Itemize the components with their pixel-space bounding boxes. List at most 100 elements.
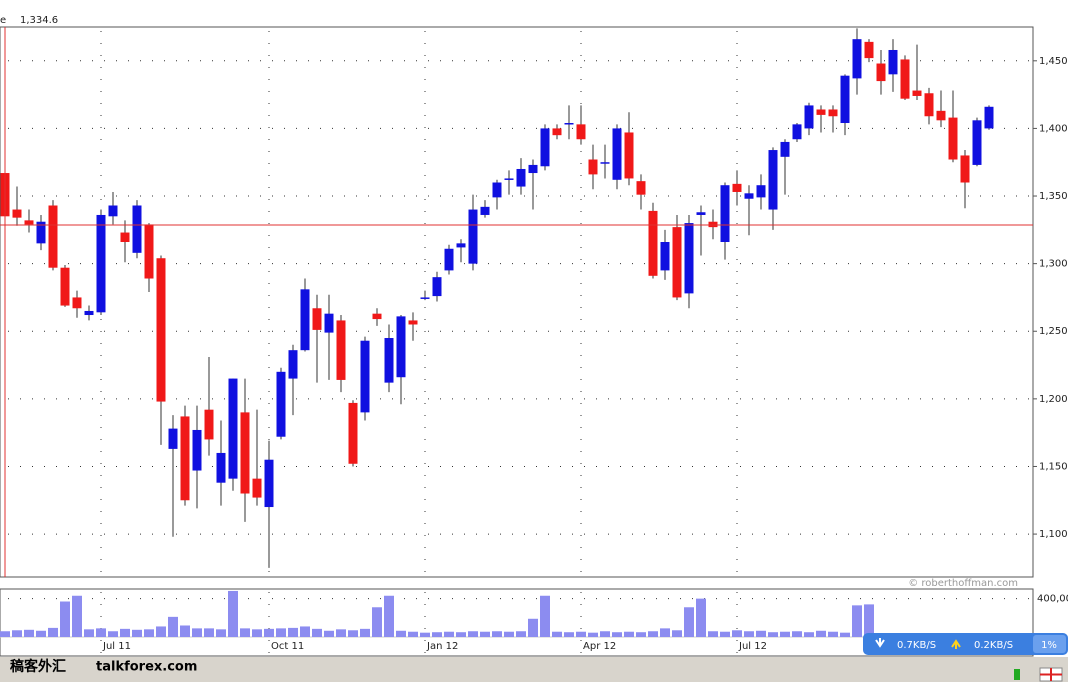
volume-bar bbox=[264, 628, 274, 637]
volume-bar bbox=[420, 632, 430, 637]
candle-body bbox=[480, 206, 490, 215]
candle-body bbox=[816, 109, 826, 115]
volume-bar bbox=[792, 631, 802, 637]
candle-body bbox=[192, 429, 202, 471]
cpu-rate: 1% bbox=[1041, 640, 1057, 651]
candle-body bbox=[960, 155, 970, 183]
candle-body bbox=[540, 128, 550, 167]
candle-body bbox=[792, 124, 802, 140]
volume-bar bbox=[372, 607, 382, 637]
candle-body bbox=[840, 75, 850, 124]
up-icon bbox=[951, 639, 961, 649]
candle-body bbox=[744, 193, 754, 199]
volume-bar bbox=[84, 629, 94, 637]
down-icon bbox=[875, 638, 885, 648]
volume-bar bbox=[216, 629, 226, 637]
candle-body bbox=[372, 313, 382, 320]
candle-body bbox=[972, 120, 982, 165]
candle-body bbox=[624, 132, 634, 179]
volume-bar bbox=[696, 598, 706, 637]
candle-body bbox=[84, 310, 94, 316]
candle-body bbox=[756, 185, 766, 198]
volume-bar bbox=[192, 628, 202, 637]
volume-bar bbox=[36, 630, 46, 637]
volume-bar bbox=[540, 595, 550, 637]
candle-body bbox=[576, 124, 586, 140]
volume-bar bbox=[684, 607, 694, 637]
candle-body bbox=[168, 428, 178, 449]
volume-bar bbox=[336, 629, 346, 637]
volume-bar bbox=[732, 630, 742, 637]
volume-bar bbox=[300, 626, 310, 637]
candle-body bbox=[912, 90, 922, 96]
volume-bar bbox=[828, 631, 838, 637]
candle-body bbox=[900, 59, 910, 99]
y-tick-label: 1,150 bbox=[1039, 461, 1068, 472]
y-tick-label: 1,400 bbox=[1039, 123, 1068, 134]
volume-bar bbox=[588, 632, 598, 637]
volume-bar bbox=[816, 630, 826, 637]
candle-body bbox=[552, 128, 562, 136]
candle-body bbox=[984, 106, 994, 129]
volume-bar bbox=[624, 631, 634, 637]
volume-bar bbox=[564, 632, 574, 637]
volume-bar bbox=[840, 632, 850, 637]
volume-bar bbox=[96, 628, 106, 637]
volume-bar bbox=[156, 626, 166, 637]
volume-bar bbox=[660, 628, 670, 637]
tray-icon bbox=[1014, 669, 1020, 680]
candle-body bbox=[516, 168, 526, 187]
volume-bar bbox=[48, 627, 58, 637]
candle-body bbox=[420, 297, 430, 299]
candle-body bbox=[492, 182, 502, 198]
volume-bar bbox=[120, 628, 130, 637]
y-tick-label: 1,450 bbox=[1039, 56, 1068, 67]
candle-body bbox=[96, 214, 106, 313]
candle-body bbox=[708, 221, 718, 228]
x-tick-label: Oct 11 bbox=[271, 641, 304, 652]
volume-bar bbox=[60, 601, 70, 637]
volume-bar bbox=[144, 629, 154, 637]
volume-bar bbox=[636, 632, 646, 637]
candle-body bbox=[348, 402, 358, 464]
volume-bar bbox=[168, 616, 178, 637]
y-tick-label: 1,200 bbox=[1039, 394, 1068, 405]
candle-body bbox=[864, 41, 874, 59]
volume-bar bbox=[528, 618, 538, 637]
logo-site: talkforex.com bbox=[96, 660, 197, 675]
volume-bar bbox=[432, 632, 442, 637]
volume-bar bbox=[600, 631, 610, 637]
candle-body bbox=[684, 223, 694, 294]
flag-cross bbox=[1040, 668, 1062, 681]
candle-body bbox=[876, 63, 886, 82]
candle-body bbox=[216, 452, 226, 483]
candle-body bbox=[936, 110, 946, 121]
candle-body bbox=[144, 224, 154, 279]
volume-bar bbox=[0, 631, 10, 637]
x-tick-label: Apr 12 bbox=[583, 641, 616, 652]
candle-body bbox=[156, 258, 166, 402]
candle-body bbox=[384, 338, 394, 383]
volume-bar bbox=[708, 631, 718, 637]
volume-tick-label: 400,00 bbox=[1037, 594, 1068, 605]
y-tick-label: 1,250 bbox=[1039, 326, 1068, 337]
candle-body bbox=[564, 123, 574, 125]
candle-body bbox=[48, 205, 58, 268]
candle-body bbox=[324, 313, 334, 333]
x-tick-label: Jul 12 bbox=[738, 641, 767, 652]
y-tick-label: 1,100 bbox=[1039, 529, 1068, 540]
volume-bar bbox=[288, 627, 298, 637]
candle-body bbox=[252, 478, 262, 498]
volume-bar bbox=[408, 631, 418, 637]
candle-body bbox=[240, 412, 250, 494]
volume-bar bbox=[720, 631, 730, 637]
candle-body bbox=[468, 209, 478, 264]
volume-bar bbox=[312, 628, 322, 637]
download-rate: 0.7KB/S bbox=[897, 640, 936, 651]
candle-body bbox=[444, 248, 454, 271]
candle-body bbox=[120, 232, 130, 243]
volume-bar bbox=[204, 628, 214, 637]
candle-body bbox=[456, 243, 466, 248]
volume-bar bbox=[864, 604, 874, 637]
volume-bar bbox=[480, 631, 490, 637]
